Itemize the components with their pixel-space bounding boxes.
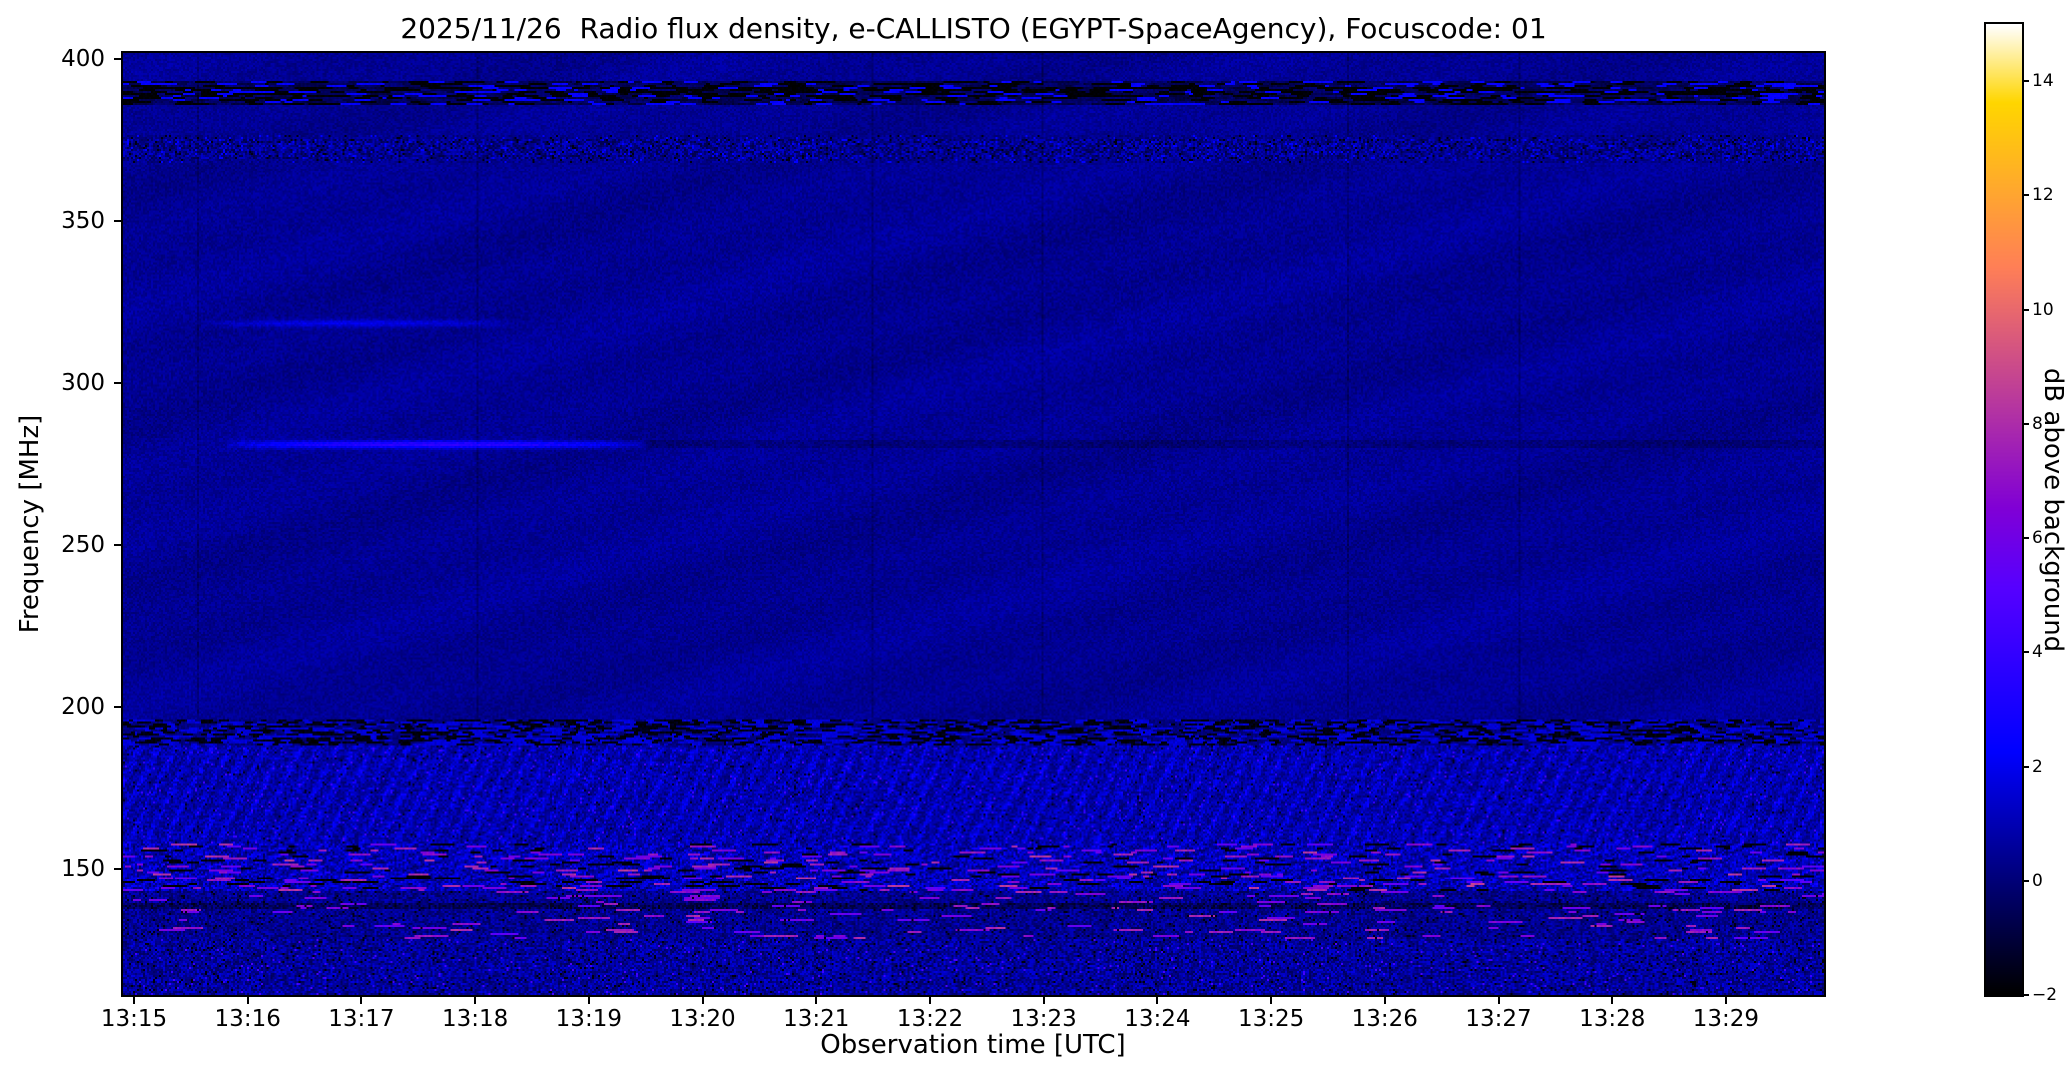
x-tick-mark [1611,995,1614,1004]
x-tick-label: 13:27 [1465,1006,1532,1032]
colorbar-label: dB above background [2038,367,2066,653]
colorbar-tick-label: 6 [2032,528,2043,549]
x-tick-label: 13:18 [441,1006,509,1032]
x-tick-label: 13:24 [1124,1006,1191,1032]
y-tick-label: 200 [61,693,105,720]
colorbar-tick-label: −2 [2032,985,2058,1005]
colorbar-tick-label: 10 [2032,299,2054,320]
x-tick-label: 13:20 [669,1006,736,1032]
x-tick-mark [1497,995,1500,1004]
colorbar-gradient [1986,24,2022,995]
y-tick-label: 300 [61,370,105,397]
x-tick-mark [474,995,477,1004]
x-tick-label: 13:19 [555,1006,622,1032]
x-tick-mark [1270,995,1273,1004]
figure-title: 2025/11/26 Radio flux density, e-CALLIST… [400,12,1547,45]
x-tick-label: 13:28 [1579,1006,1646,1032]
y-tick-mark [114,705,123,708]
colorbar-tick-mark [2022,80,2029,83]
x-tick-mark [928,995,931,1004]
x-tick-mark [1383,995,1386,1004]
colorbar-tick-label: 4 [2032,642,2043,663]
colorbar-tick-mark [2022,994,2029,996]
colorbar-tick-mark [2022,537,2029,540]
x-tick-mark [1042,995,1045,1004]
colorbar-tick-mark [2022,879,2029,882]
colorbar-tick-mark [2022,308,2029,311]
x-tick-label: 13:25 [1237,1006,1305,1032]
y-tick-mark [114,867,123,870]
x-tick-mark [1156,995,1159,1004]
colorbar-tick-mark [2022,422,2029,425]
y-tick-label: 150 [61,855,105,882]
colorbar-tick-label: 2 [2032,756,2043,777]
y-tick-mark [114,220,123,223]
x-tick-label: 13:26 [1351,1006,1418,1032]
colorbar-tick-mark [2022,651,2029,654]
colorbar-tick-mark [2022,765,2029,768]
x-tick-mark [1724,995,1727,1004]
x-tick-label: 13:21 [783,1006,850,1032]
x-tick-label: 13:29 [1692,1006,1760,1032]
y-tick-label: 250 [61,532,105,559]
y-tick-mark [114,544,123,547]
colorbar-tick-label: 14 [2032,71,2054,92]
x-tick-label: 13:16 [214,1006,281,1032]
x-axis-label: Observation time [UTC] [820,1030,1126,1060]
colorbar-tick-label: 0 [2032,870,2043,891]
y-axis-label: Frequency [MHz] [15,414,45,634]
colorbar-tick-label: 8 [2032,413,2043,434]
y-tick-mark [114,382,123,385]
y-tick-mark [114,58,123,61]
colorbar-tick-mark [2022,194,2029,197]
x-tick-mark [815,995,818,1004]
x-tick-label: 13:23 [1010,1006,1077,1032]
x-tick-mark [587,995,590,1004]
x-tick-label: 13:22 [896,1006,964,1032]
y-tick-label: 350 [61,208,105,235]
x-tick-label: 13:15 [100,1006,168,1032]
y-tick-label: 400 [61,46,105,73]
colorbar-tick-label: 12 [2032,185,2054,206]
x-tick-label: 13:17 [328,1006,395,1032]
spectrogram-heatmap [123,53,1824,995]
x-tick-mark [246,995,249,1004]
x-tick-mark [133,995,135,1004]
x-tick-mark [360,995,363,1004]
x-tick-mark [701,995,704,1004]
